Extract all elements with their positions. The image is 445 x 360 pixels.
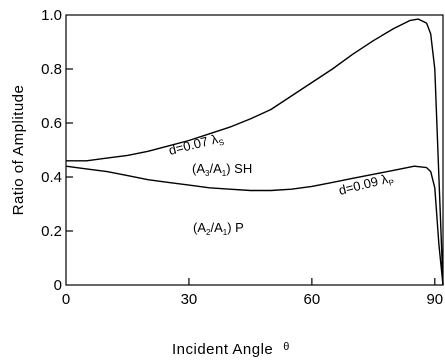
annotation-sh-thickness: d=0.07 λS: [167, 130, 225, 160]
y-tick-label: 0.2: [41, 223, 62, 240]
y-axis-title: Ratio of Amplitude: [10, 85, 27, 216]
series-layer: [65, 18, 444, 286]
y-tick-label: 1.0: [41, 7, 62, 24]
y-tick-label: 0.6: [41, 115, 62, 132]
series-line-p: [65, 165, 444, 286]
annotation-p-ratio: (A2/A1) P: [193, 220, 244, 237]
plot-frame: [65, 14, 444, 286]
x-axis-ticks: 0 30 60 90: [62, 278, 443, 308]
y-tick-label: 0.4: [41, 169, 62, 186]
x-tick-label: 60: [304, 291, 321, 308]
y-tick-label: 0.8: [41, 61, 62, 78]
annotation-p-thickness: d=0.09 λP: [337, 170, 395, 200]
y-tick-label: 0: [54, 277, 62, 294]
x-axis-title: Incident Angle θ: [172, 341, 290, 358]
annotation-sh-ratio: (A3/A1) SH: [192, 161, 252, 178]
x-tick-label: 90: [426, 291, 443, 308]
series-line-sh: [66, 18, 444, 286]
x-tick-label: 30: [181, 291, 198, 308]
y-axis-ticks: 0 0.2 0.4 0.6 0.8 1.0: [41, 7, 73, 294]
x-tick-label: 0: [62, 291, 70, 308]
